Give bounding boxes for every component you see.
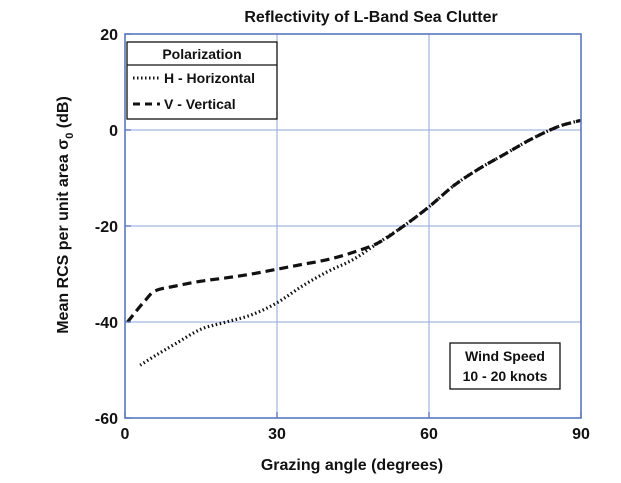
grid-layer <box>125 34 581 418</box>
legend-box <box>126 41 278 120</box>
legend-title: Polarization <box>162 46 241 62</box>
annotation-line-2: 10 - 20 knots <box>463 368 548 384</box>
y-tick-label-2: -20 <box>95 219 118 236</box>
y-tick-label-4: 20 <box>100 27 118 44</box>
y-tick-label-1: -40 <box>95 315 118 332</box>
series-line-horizontal <box>139 118 581 367</box>
series-layer <box>126 118 581 367</box>
wind-speed-annotation: Wind Speed 10 - 20 knots <box>449 342 561 390</box>
tick-layer: 0 30 60 90 -60 -40 -20 0 20 <box>95 27 590 443</box>
legend-label-vertical: V - Vertical <box>164 96 236 112</box>
y-tick-label-3: 0 <box>109 123 118 140</box>
x-tick-label-3: 90 <box>572 426 590 443</box>
x-tick-label-0: 0 <box>121 426 130 443</box>
annotation-box <box>449 342 561 390</box>
y-axis-label: Mean RCS per unit area σ0 (dB) <box>55 96 76 334</box>
x-tick-label-2: 60 <box>420 426 438 443</box>
x-axis-label: Grazing angle (degrees) <box>261 457 443 474</box>
y-axis-label-subscript: 0 <box>64 133 76 139</box>
x-tick-label-1: 30 <box>268 426 286 443</box>
annotation-line-1: Wind Speed <box>465 348 545 364</box>
legend-label-horizontal: H - Horizontal <box>164 70 255 86</box>
series-line-vertical <box>126 118 581 323</box>
chart-title: Reflectivity of L-Band Sea Clutter <box>244 9 497 26</box>
y-tick-label-0: -60 <box>95 411 118 428</box>
y-axis-label-unit: (dB) <box>55 96 72 132</box>
legend: Polarization H - Horizontal V - Vertical <box>126 41 278 120</box>
y-axis-label-main: Mean RCS per unit area σ <box>55 139 72 334</box>
